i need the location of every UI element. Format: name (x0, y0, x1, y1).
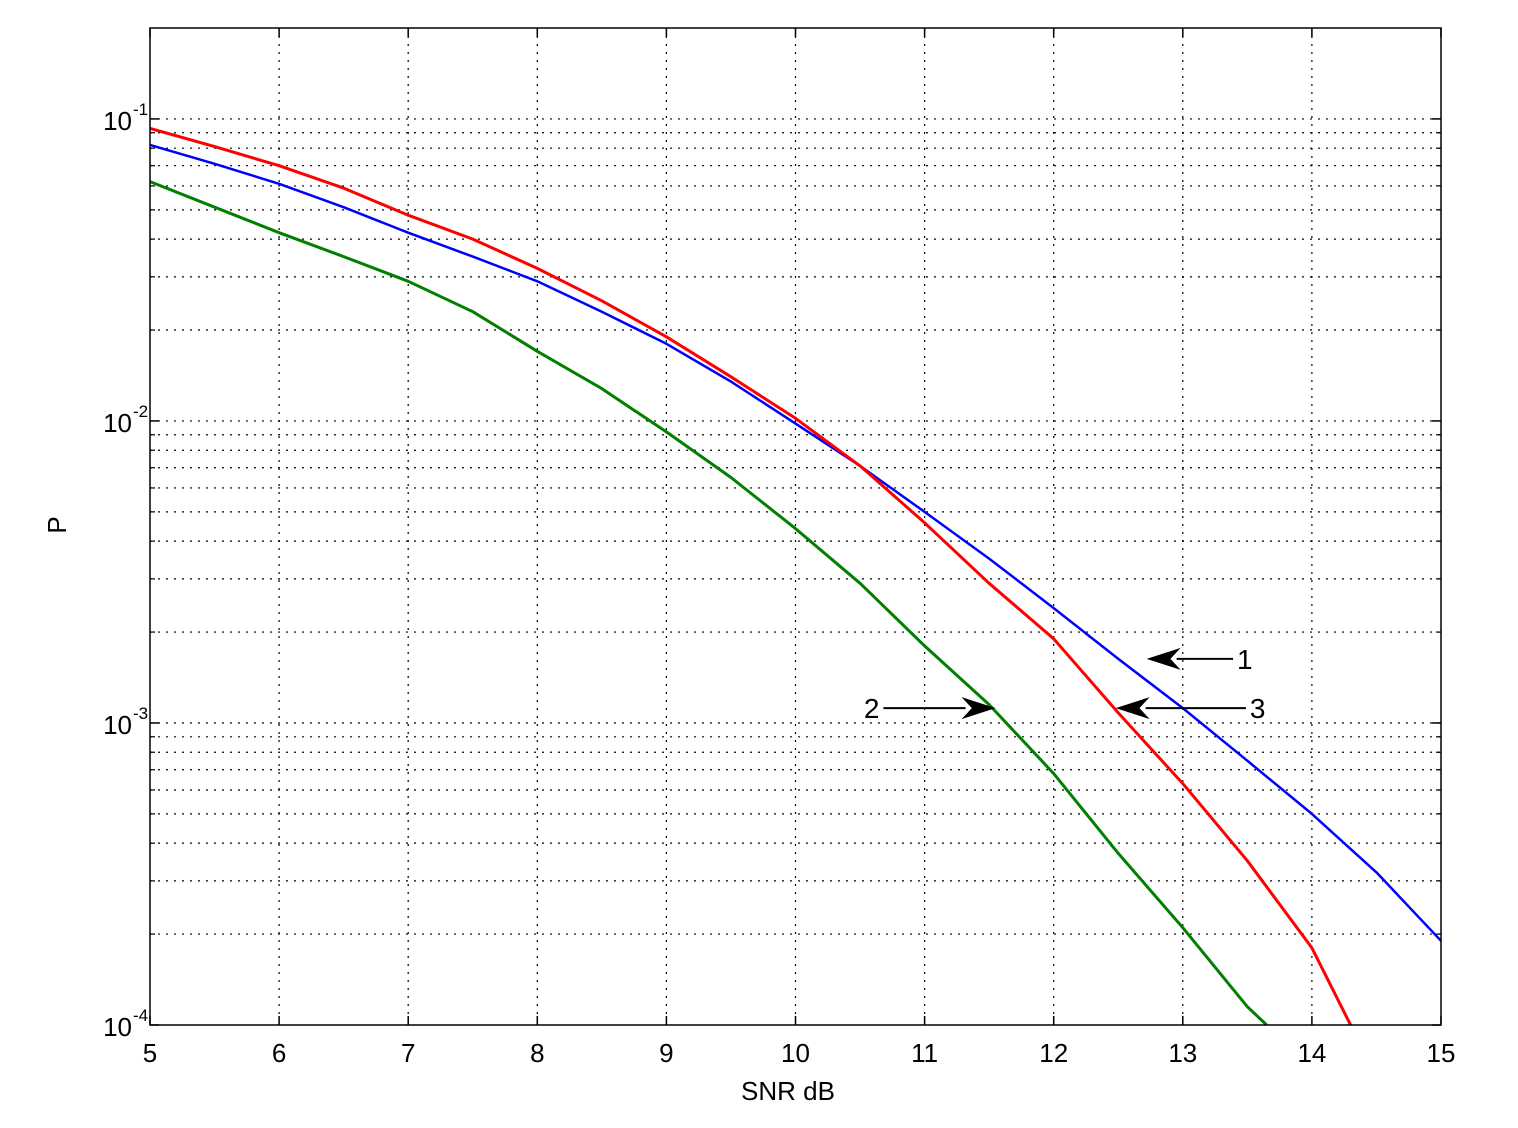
x-axis-label: SNR dB (741, 1076, 835, 1106)
series-line-2 (149, 126, 1352, 1026)
y-tick-label-exponent: -2 (133, 402, 148, 421)
annotation-arrow-head (961, 697, 996, 720)
y-tick-label-base: 10 (103, 408, 132, 438)
x-tick-label: 8 (530, 1038, 544, 1068)
series-line-3 (149, 180, 1268, 1027)
annotation-label: 1 (1237, 644, 1253, 675)
annotation-label: 2 (864, 693, 880, 724)
x-tick-label: 11 (911, 1038, 938, 1068)
y-axis-label: P (42, 516, 72, 533)
ticks (149, 28, 1442, 1026)
x-tick-label: 15 (1427, 1038, 1456, 1068)
x-tick-label: 5 (143, 1038, 157, 1068)
x-tick-label: 10 (781, 1038, 810, 1068)
x-tick-label: 6 (272, 1038, 286, 1068)
series-line-1 (149, 143, 1442, 942)
y-tick-label-exponent: -3 (133, 704, 148, 723)
y-tick-label-base: 10 (103, 710, 132, 740)
x-tick-labels: 5 6 7 8 9 10 11 12 13 14 15 (143, 1038, 1456, 1068)
y-tick-label-exponent: -4 (133, 1006, 148, 1025)
y-tick-labels: 10-110-210-310-4 (103, 100, 148, 1042)
annotations: 1 3 2 (864, 644, 1266, 724)
x-tick-label: 12 (1039, 1038, 1068, 1068)
y-tick-label-base: 10 (103, 106, 132, 136)
x-tick-label: 13 (1168, 1038, 1197, 1068)
series-layer (149, 126, 1442, 1027)
annotation-arrow-head (1115, 697, 1150, 720)
annotation-arrow-head (1146, 647, 1181, 670)
y-tick-label-exponent: -1 (133, 100, 148, 119)
annotation-label: 3 (1250, 693, 1266, 724)
x-tick-label: 14 (1297, 1038, 1326, 1068)
x-tick-label: 9 (659, 1038, 673, 1068)
y-tick-label-base: 10 (103, 1012, 132, 1042)
x-tick-label: 7 (401, 1038, 415, 1068)
